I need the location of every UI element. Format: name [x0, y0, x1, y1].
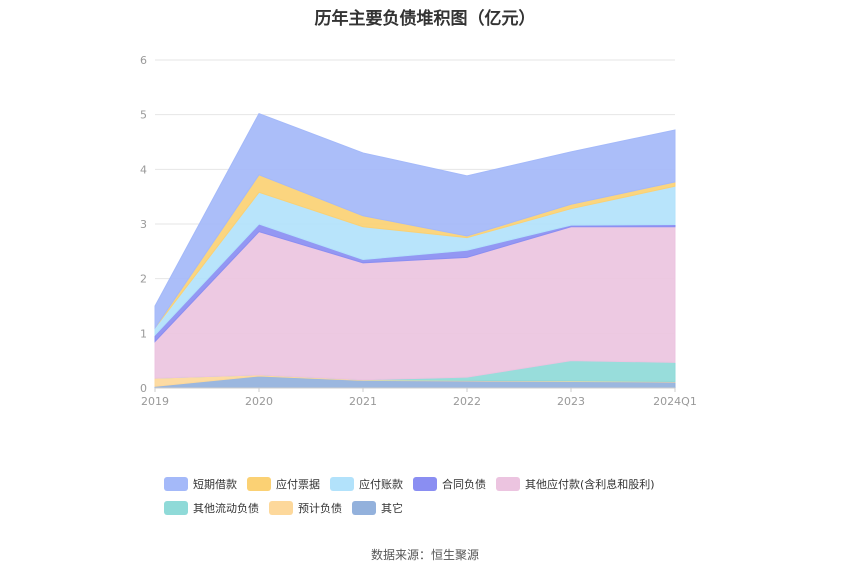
y-tick-label: 5	[140, 109, 147, 122]
area-series-7	[154, 112, 676, 330]
legend-swatch	[164, 477, 188, 491]
y-tick-label: 0	[140, 382, 147, 395]
legend-label: 其他应付款(含利息和股利)	[525, 478, 655, 491]
x-tick-label: 2021	[349, 395, 377, 408]
legend-swatch	[413, 477, 437, 491]
x-tick-label: 2019	[141, 395, 169, 408]
x-tick-label: 2024Q1	[653, 395, 697, 408]
legend-label: 短期借款	[193, 478, 237, 491]
legend-item[interactable]: 应付账款	[330, 476, 403, 492]
legend-label: 其他流动负债	[193, 502, 259, 515]
legend-swatch	[330, 477, 354, 491]
legend-swatch	[352, 501, 376, 515]
legend-item[interactable]: 其他应付款(含利息和股利)	[496, 476, 655, 492]
legend-label: 合同负债	[442, 478, 486, 491]
legend-item[interactable]: 合同负债	[413, 476, 486, 492]
legend-label: 预计负债	[298, 502, 342, 515]
legend-row-0: 短期借款 应付票据 应付账款 合同负债 其他应付款(含利息和股利)	[164, 472, 724, 496]
legend-item[interactable]: 短期借款	[164, 476, 237, 492]
legend-row-1: 其他流动负债 预计负债 其它	[164, 496, 724, 520]
area-series-layer	[154, 112, 676, 389]
legend-swatch	[269, 501, 293, 515]
legend-label: 应付账款	[359, 478, 403, 491]
legend-swatch	[247, 477, 271, 491]
legend-item[interactable]: 其他流动负债	[164, 500, 259, 516]
data-source: 数据来源：恒生聚源	[370, 548, 479, 562]
legend-item[interactable]: 其它	[352, 500, 403, 516]
axes: 0 1 2 3 4 5 6 2019 2020 2021 2022 2023 2024Q1	[140, 54, 697, 408]
x-tick-label: 2023	[557, 395, 585, 408]
y-tick-label: 6	[140, 54, 147, 67]
stacked-area-chart: 0 1 2 3 4 5 6 2019 2020 2021 2022 2023 2024Q1	[140, 54, 697, 408]
legend-swatch	[164, 501, 188, 515]
x-tick-label: 2022	[453, 395, 481, 408]
legend-swatch	[496, 477, 520, 491]
legend-label: 应付票据	[276, 478, 320, 491]
legend: 短期借款 应付票据 应付账款 合同负债 其他应付款(含利息和股利) 其他流动负债 预计负债其…	[164, 472, 724, 520]
x-tick-label: 2020	[245, 395, 273, 408]
legend-item[interactable]: 应付票据	[247, 476, 320, 492]
chart-title: 历年主要负债堆积图（亿元）	[314, 9, 536, 29]
legend-item[interactable]: 预计负债	[269, 500, 342, 516]
y-tick-label: 4	[140, 163, 147, 176]
y-tick-label: 2	[140, 273, 147, 286]
legend-label: 其它	[381, 502, 403, 515]
y-tick-label: 3	[140, 218, 147, 231]
y-tick-label: 1	[140, 327, 147, 340]
